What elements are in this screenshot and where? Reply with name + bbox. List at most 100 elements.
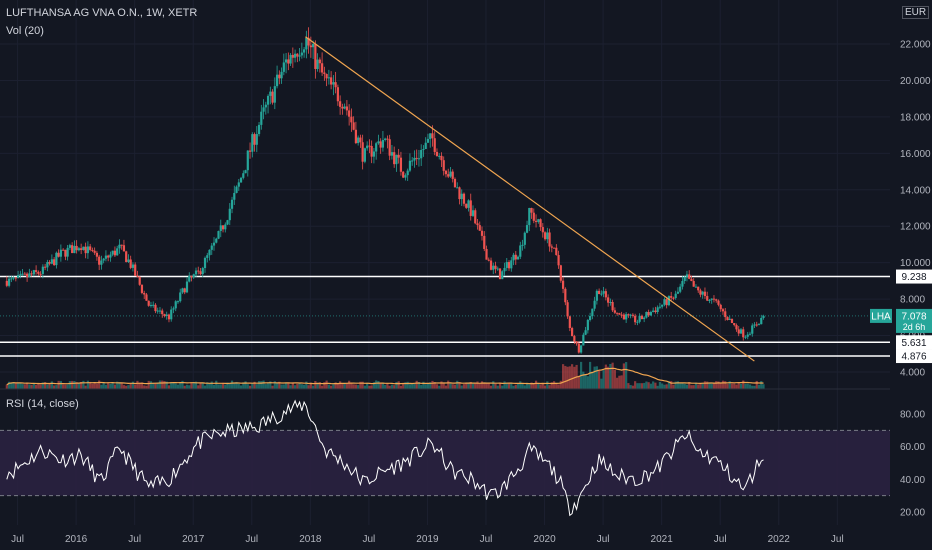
candle-body <box>661 304 664 307</box>
volume-bar <box>233 382 236 389</box>
volume-bar <box>93 382 96 389</box>
volume-bar <box>440 381 443 389</box>
candle-body <box>266 95 270 105</box>
volume-bar <box>140 382 144 389</box>
candle-body <box>280 71 283 79</box>
volume-bar <box>206 382 209 389</box>
volume-bar <box>136 380 139 389</box>
rsi-axis[interactable]: 20.00 40.00 60.00 80.00 <box>900 410 925 519</box>
candle-body <box>679 286 682 292</box>
volume-bar <box>737 382 740 389</box>
volume-bar <box>107 383 110 389</box>
volume-bar <box>289 385 292 389</box>
candle-body <box>386 138 389 140</box>
volume-bar <box>537 383 540 389</box>
volume-bar <box>336 383 339 389</box>
volume-bar <box>330 385 333 389</box>
candle-body <box>575 341 578 344</box>
candle-body <box>424 142 427 150</box>
candle-body <box>510 260 513 269</box>
volume-ma-line <box>6 367 764 386</box>
candle-body <box>609 302 612 304</box>
volume-bar <box>746 383 749 389</box>
candle-body <box>631 314 634 316</box>
candle-body <box>98 256 101 265</box>
volume-bar <box>543 385 547 389</box>
volume-bar <box>541 383 544 389</box>
candle-body <box>339 101 342 107</box>
candle-body <box>541 227 544 233</box>
candle-body <box>287 59 290 64</box>
candle-body <box>361 142 364 162</box>
time-axis[interactable]: Jul 2016 Jul 2017 Jul 2018 Jul 2019 Jul 2020 Jul 20… <box>11 534 844 545</box>
volume-bar <box>598 370 601 389</box>
volume-bar <box>284 382 288 389</box>
volume-bar <box>131 381 135 389</box>
volume-bar <box>539 384 542 389</box>
candle-body <box>688 274 691 279</box>
candle-body <box>345 106 348 111</box>
candle-body <box>264 104 267 108</box>
volume-bar <box>296 383 299 389</box>
candle-body <box>640 315 644 320</box>
candle-body <box>237 182 240 187</box>
candle-body <box>192 274 195 278</box>
trendline[interactable] <box>305 36 755 362</box>
volume-bar <box>451 384 454 389</box>
volume-bar <box>122 385 126 389</box>
volume-bar <box>638 383 641 389</box>
volume-bar <box>629 385 632 389</box>
volume-bar <box>546 381 549 389</box>
candle-body <box>730 318 734 324</box>
candle-body <box>579 345 583 353</box>
volume-bar <box>257 381 261 389</box>
level-badge-label: 4.876 <box>901 352 926 363</box>
volume-bar <box>688 382 691 389</box>
volume-bar <box>217 384 220 389</box>
candle-body <box>190 275 193 278</box>
candle-body <box>21 273 24 275</box>
volume-bar <box>724 381 727 389</box>
candle-body <box>55 252 58 266</box>
volume-bar <box>456 380 459 389</box>
volume-bar <box>23 384 26 389</box>
volume-bar <box>577 375 580 389</box>
candle-body <box>248 150 252 152</box>
volume-bar <box>300 384 303 389</box>
candle-body <box>710 298 713 300</box>
volume-bar <box>674 381 677 389</box>
candle-body <box>316 59 319 69</box>
volume-bar <box>523 385 526 389</box>
horizontal-levels[interactable] <box>0 275 890 357</box>
candle-body <box>134 264 137 276</box>
volume-bar <box>226 382 229 389</box>
volume-bar <box>147 380 150 389</box>
candle-body <box>28 273 31 278</box>
volume-bar <box>411 383 414 389</box>
candle-body <box>230 199 234 209</box>
candle-body <box>82 246 85 250</box>
price-tick-label: 4.000 <box>900 368 925 379</box>
volume-bar <box>661 383 664 389</box>
candle-body <box>262 107 265 112</box>
candle-body <box>336 87 339 102</box>
volume-legend: Vol (20) <box>6 25 44 37</box>
candle-body <box>525 225 529 233</box>
candle-body <box>717 300 720 305</box>
candle-body <box>154 304 157 312</box>
candle-body <box>485 248 488 260</box>
candle-body <box>271 91 274 103</box>
currency-label[interactable]: EUR <box>902 6 930 19</box>
time-tick-label: 2021 <box>651 534 674 545</box>
candle-body <box>431 133 434 139</box>
candle-body <box>760 317 763 325</box>
candle-body <box>552 247 556 249</box>
volume-bar <box>519 381 522 389</box>
volume-bar <box>307 385 310 389</box>
candle-body <box>627 314 630 316</box>
volume-bar <box>341 383 344 389</box>
candle-body <box>483 235 486 249</box>
volume-bar <box>62 384 65 389</box>
volume-bar <box>68 381 71 389</box>
